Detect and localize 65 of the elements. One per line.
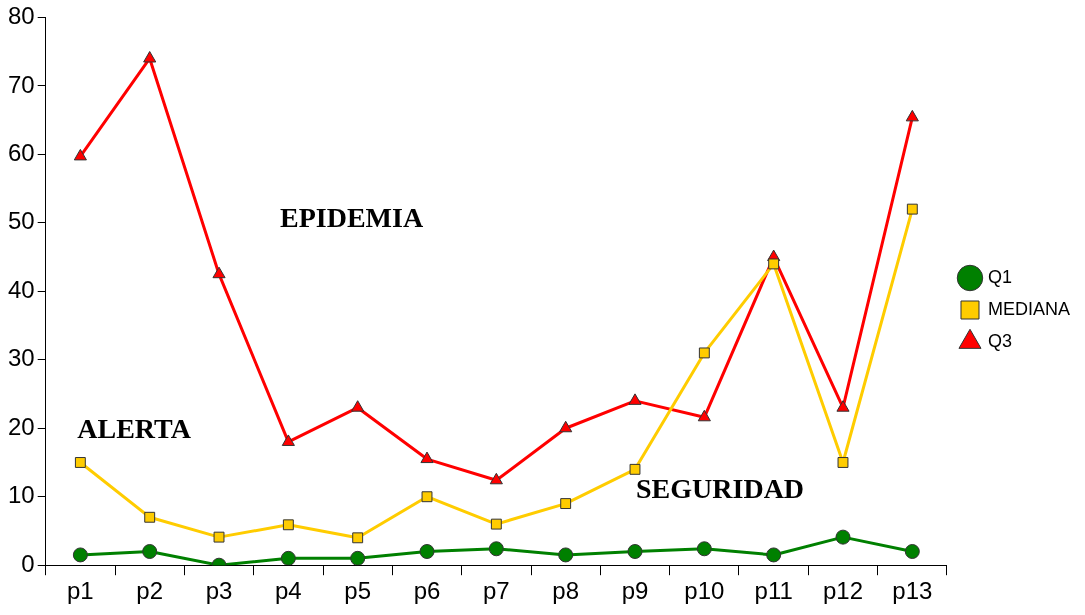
y-tick-label: 40 [7,275,35,303]
point [560,498,572,510]
point [836,400,850,412]
legend-label: MEDIANA [987,298,1070,319]
y-tick-label: 30 [7,344,35,372]
annotation: ALERTA [77,413,192,445]
x-tick-label: p13 [892,577,933,605]
point [213,531,225,543]
x-tick-label: p9 [621,577,649,605]
point [696,541,712,557]
point [282,519,294,531]
point [489,472,503,485]
y-tick-label: 80 [7,2,35,30]
point [351,400,365,412]
legend-label: Q1 [987,266,1012,287]
point [768,258,780,270]
point [419,544,435,560]
point [73,148,87,161]
point [143,50,157,63]
y-tick-label: 50 [7,207,35,235]
point [280,550,296,566]
point [627,544,643,560]
point [72,547,88,563]
x-tick-label: p2 [136,577,164,605]
x-tick-label: p7 [482,577,510,605]
point [697,409,711,422]
x-tick-label: p6 [413,577,441,605]
y-tick-label: 0 [21,549,35,577]
x-tick-label: p5 [344,577,372,605]
point [629,463,641,475]
x-tick-label: p12 [822,577,864,605]
point [558,547,574,563]
point [766,547,782,563]
x-tick-label: p8 [552,577,580,605]
point [906,203,918,215]
point [421,491,433,503]
point [420,451,434,464]
x-tick-label: p4 [275,577,302,605]
y-tick-label: 60 [7,138,35,166]
annotation: SEGURIDAD [636,473,805,505]
point [281,434,295,446]
y-tick-label: 70 [7,70,35,98]
point [698,347,710,359]
x-tick-label: p1 [67,577,94,605]
annotation: EPIDEMIA [280,202,424,234]
point [559,420,573,433]
x-tick-label: p10 [684,577,725,605]
point [350,550,366,566]
point [837,457,849,468]
legend-label: Q3 [987,330,1012,351]
point [905,109,919,122]
point [904,544,920,560]
point [144,511,156,523]
point [212,266,226,279]
point [488,541,504,557]
point [628,393,642,405]
point [490,518,502,530]
x-tick-label: p11 [754,577,793,605]
point [835,529,851,545]
point [74,457,86,468]
y-tick-label: 10 [7,481,35,509]
point [352,532,364,544]
point [142,544,158,560]
x-tick-label: p3 [205,577,233,605]
y-tick-label: 20 [7,412,35,440]
